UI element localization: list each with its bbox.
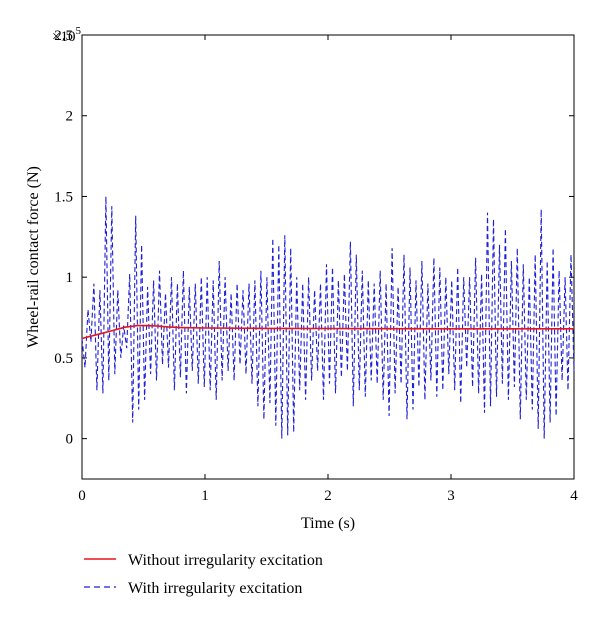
x-axis-label: Time (s) xyxy=(301,515,355,532)
legend-label-with-irregularity: With irregularity excitation xyxy=(128,580,302,597)
y-tick-label: 2 xyxy=(66,109,74,125)
series-layer xyxy=(82,197,574,439)
y-tick-label: 1.5 xyxy=(54,189,73,205)
x-tick-label: 0 xyxy=(78,488,86,504)
legend: Without irregularity excitation With irr… xyxy=(84,552,323,597)
series-with-irregularity-line xyxy=(82,197,574,439)
x-tick-label: 3 xyxy=(447,488,455,504)
y-tick-label: 1 xyxy=(66,270,74,286)
x-tick-label: 4 xyxy=(570,488,578,504)
y-tick-label: 0 xyxy=(66,432,74,448)
y-tick-label: 0.5 xyxy=(54,351,73,367)
x-tick-label: 1 xyxy=(201,488,209,504)
x-tick-label: 2 xyxy=(324,488,332,504)
x-axis-ticks: 0 1 2 3 4 xyxy=(78,35,578,504)
legend-label-without-irregularity: Without irregularity excitation xyxy=(128,552,323,569)
y-axis-label: Wheel-rail contact force (N) xyxy=(25,166,42,348)
